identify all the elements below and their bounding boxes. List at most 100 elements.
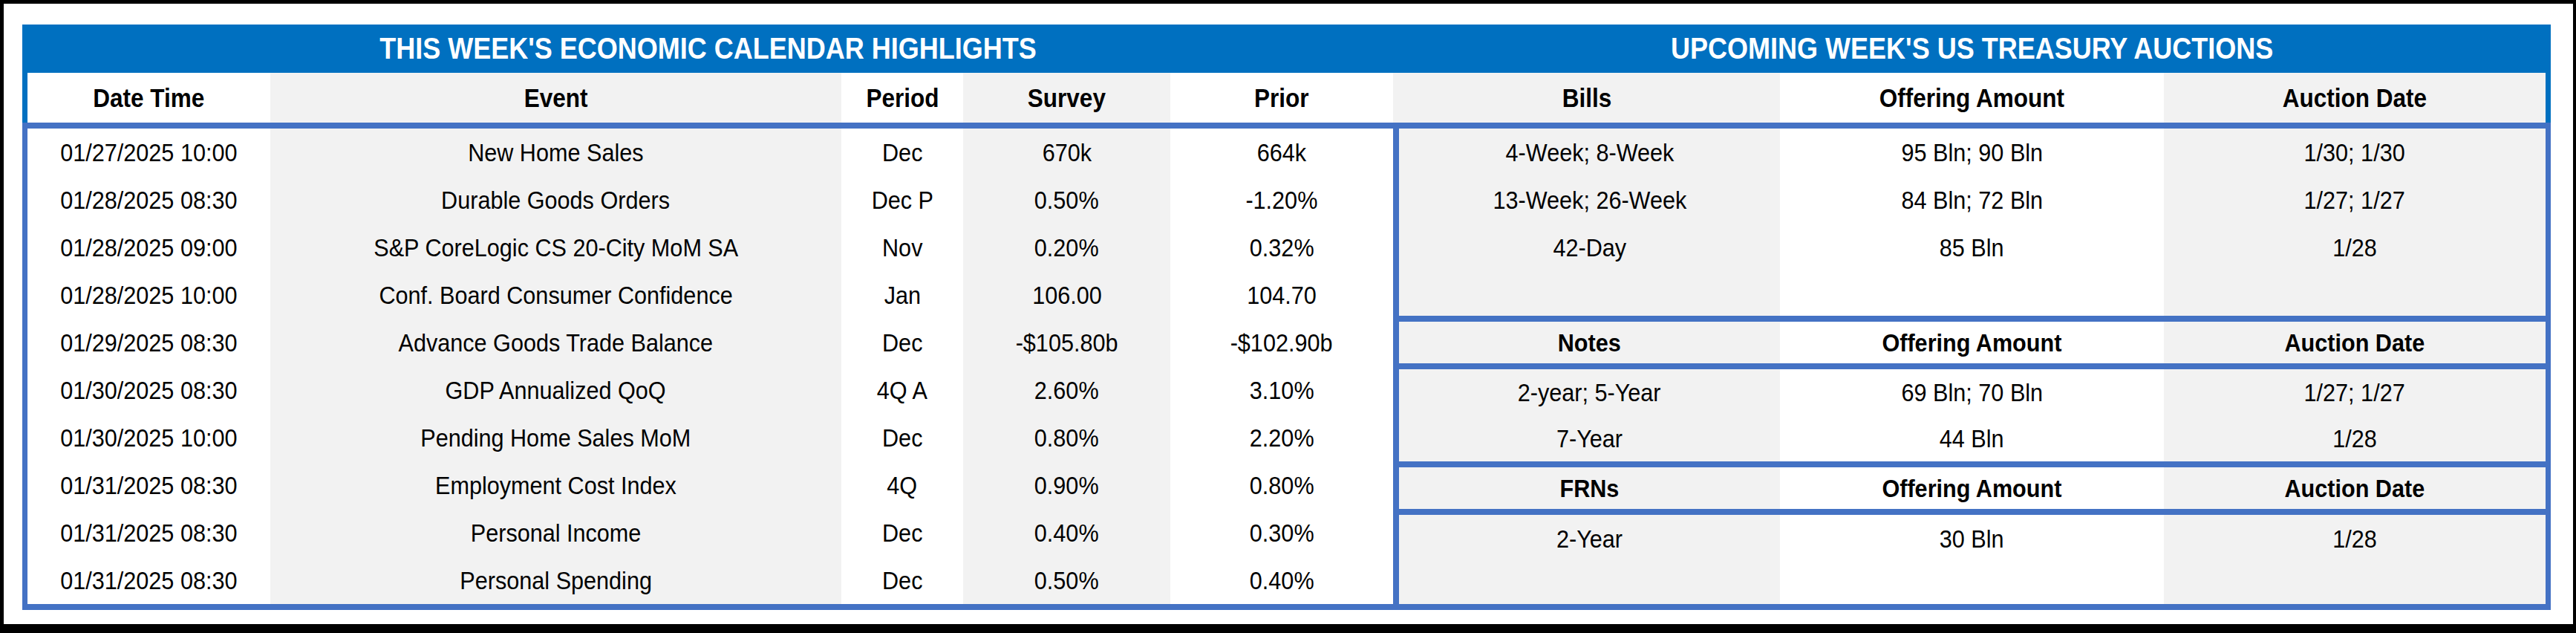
section-divider	[1399, 461, 2546, 467]
cell-date-time: 01/30/2025 08:30	[27, 366, 270, 414]
cell-event: Personal Spending	[270, 556, 841, 604]
report-content: THIS WEEK'S ECONOMIC CALENDAR HIGHLIGHTS…	[22, 25, 2551, 610]
frns-header-auction-date: Auction Date	[2164, 467, 2546, 509]
cell-prior: 0.80%	[1170, 461, 1393, 509]
cell-date-time: 01/28/2025 09:00	[27, 224, 270, 271]
section-divider	[1399, 363, 2546, 369]
cell-prior: 0.30%	[1170, 509, 1393, 556]
notes-header-label: Notes	[1399, 322, 1780, 363]
treasury-auctions-table: 4-Week; 8-Week 95 Bln; 90 Bln 1/30; 1/30…	[1393, 129, 2551, 604]
calendar-row: 01/29/2025 08:30 Advance Goods Trade Bal…	[27, 319, 1393, 366]
calendar-row: 01/28/2025 08:30 Durable Goods Orders De…	[27, 176, 1393, 224]
cell-prior: -$102.90b	[1170, 319, 1393, 366]
economic-calendar-table: 01/27/2025 10:00 New Home Sales Dec 670k…	[22, 129, 1393, 604]
cell-security: 2-Year	[1399, 515, 1780, 562]
cell-date-time: 01/31/2025 08:30	[27, 556, 270, 604]
cell-date-time: 01/29/2025 08:30	[27, 319, 270, 366]
auctions-title: UPCOMING WEEK'S US TREASURY AUCTIONS	[1393, 25, 2551, 73]
cell-prior: 2.20%	[1170, 414, 1393, 461]
cell-survey: 0.80%	[963, 414, 1170, 461]
cell-date-time: 01/28/2025 10:00	[27, 271, 270, 319]
cell-offering-amount: 69 Bln; 70 Bln	[1780, 369, 2164, 415]
frns-row: 2-Year 30 Bln 1/28	[1399, 515, 2546, 562]
cell-prior: 0.32%	[1170, 224, 1393, 271]
cell-event: GDP Annualized QoQ	[270, 366, 841, 414]
cell-period: Dec	[841, 319, 963, 366]
cell-security: 13-Week; 26-Week	[1399, 176, 1780, 224]
tables-body: 01/27/2025 10:00 New Home Sales Dec 670k…	[22, 129, 2551, 604]
notes-row: 2-year; 5-Year 69 Bln; 70 Bln 1/27; 1/27	[1399, 369, 2546, 415]
column-header-survey: Survey	[963, 73, 1170, 123]
cell-event: New Home Sales	[270, 129, 841, 176]
cell-auction-date: 1/27; 1/27	[2164, 369, 2546, 415]
auctions-title-text: UPCOMING WEEK'S US TREASURY AUCTIONS	[1671, 32, 2273, 65]
cell-survey: 2.60%	[963, 366, 1170, 414]
notes-section-header: Notes Offering Amount Auction Date	[1399, 322, 2546, 363]
cell-period: Dec	[841, 414, 963, 461]
cell-prior: 0.40%	[1170, 556, 1393, 604]
title-band: THIS WEEK'S ECONOMIC CALENDAR HIGHLIGHTS…	[22, 25, 2551, 73]
cell-offering-amount: 85 Bln	[1780, 224, 2164, 271]
bills-empty-space	[1399, 271, 2546, 316]
cell-date-time: 01/31/2025 08:30	[27, 461, 270, 509]
frns-section-header: FRNs Offering Amount Auction Date	[1399, 467, 2546, 509]
header-divider-line	[22, 123, 2551, 129]
cell-security: 42-Day	[1399, 224, 1780, 271]
bills-row: 13-Week; 26-Week 84 Bln; 72 Bln 1/27; 1/…	[1399, 176, 2546, 224]
frns-header-label: FRNs	[1399, 467, 1780, 509]
cell-survey: 106.00	[963, 271, 1170, 319]
cell-prior: 664k	[1170, 129, 1393, 176]
column-header-row: Date Time Event Period Survey Prior Bill…	[22, 73, 2551, 123]
cell-event: Pending Home Sales MoM	[270, 414, 841, 461]
calendar-row: 01/28/2025 09:00 S&P CoreLogic CS 20-Cit…	[27, 224, 1393, 271]
cell-auction-date: 1/28	[2164, 415, 2546, 461]
cell-period: Nov	[841, 224, 963, 271]
cell-offering-amount: 44 Bln	[1780, 415, 2164, 461]
cell-security: 2-year; 5-Year	[1399, 369, 1780, 415]
cell-date-time: 01/30/2025 10:00	[27, 414, 270, 461]
cell-survey: 670k	[963, 129, 1170, 176]
cell-period: 4Q	[841, 461, 963, 509]
section-divider	[1399, 509, 2546, 515]
column-header-event: Event	[270, 73, 841, 123]
cell-security: 4-Week; 8-Week	[1399, 129, 1780, 176]
cell-period: Jan	[841, 271, 963, 319]
calendar-row: 01/30/2025 08:30 GDP Annualized QoQ 4Q A…	[27, 366, 1393, 414]
column-header-period: Period	[841, 73, 963, 123]
notes-header-auction-date: Auction Date	[2164, 322, 2546, 363]
calendar-row: 01/31/2025 08:30 Personal Income Dec 0.4…	[27, 509, 1393, 556]
cell-period: Dec P	[841, 176, 963, 224]
column-header-bills: Bills	[1393, 73, 1780, 123]
calendar-row: 01/31/2025 08:30 Personal Spending Dec 0…	[27, 556, 1393, 604]
cell-period: Dec	[841, 556, 963, 604]
report-frame: THIS WEEK'S ECONOMIC CALENDAR HIGHLIGHTS…	[0, 0, 2576, 633]
cell-prior: 3.10%	[1170, 366, 1393, 414]
column-header-offering-amount: Offering Amount	[1780, 73, 2164, 123]
bills-row: 4-Week; 8-Week 95 Bln; 90 Bln 1/30; 1/30	[1399, 129, 2546, 176]
cell-offering-amount: 84 Bln; 72 Bln	[1780, 176, 2164, 224]
calendar-row: 01/30/2025 10:00 Pending Home Sales MoM …	[27, 414, 1393, 461]
bills-row: 42-Day 85 Bln 1/28	[1399, 224, 2546, 271]
section-divider	[1399, 316, 2546, 322]
cell-offering-amount: 95 Bln; 90 Bln	[1780, 129, 2164, 176]
frns-section: 2-Year 30 Bln 1/28	[1399, 515, 2546, 604]
calendar-row: 01/28/2025 10:00 Conf. Board Consumer Co…	[27, 271, 1393, 319]
calendar-row: 01/31/2025 08:30 Employment Cost Index 4…	[27, 461, 1393, 509]
cell-auction-date: 1/28	[2164, 224, 2546, 271]
cell-event: Personal Income	[270, 509, 841, 556]
cell-period: Dec	[841, 509, 963, 556]
calendar-title: THIS WEEK'S ECONOMIC CALENDAR HIGHLIGHTS	[22, 25, 1393, 73]
cell-survey: -$105.80b	[963, 319, 1170, 366]
frns-header-offering-amount: Offering Amount	[1780, 467, 2164, 509]
cell-survey: 0.50%	[963, 176, 1170, 224]
calendar-title-text: THIS WEEK'S ECONOMIC CALENDAR HIGHLIGHTS	[379, 32, 1037, 65]
column-header-prior: Prior	[1170, 73, 1393, 123]
cell-period: 4Q A	[841, 366, 963, 414]
bills-section: 4-Week; 8-Week 95 Bln; 90 Bln 1/30; 1/30…	[1399, 129, 2546, 316]
bottom-border-line	[22, 604, 2551, 610]
cell-event: Advance Goods Trade Balance	[270, 319, 841, 366]
notes-header-offering-amount: Offering Amount	[1780, 322, 2164, 363]
cell-period: Dec	[841, 129, 963, 176]
cell-survey: 0.40%	[963, 509, 1170, 556]
cell-prior: 104.70	[1170, 271, 1393, 319]
